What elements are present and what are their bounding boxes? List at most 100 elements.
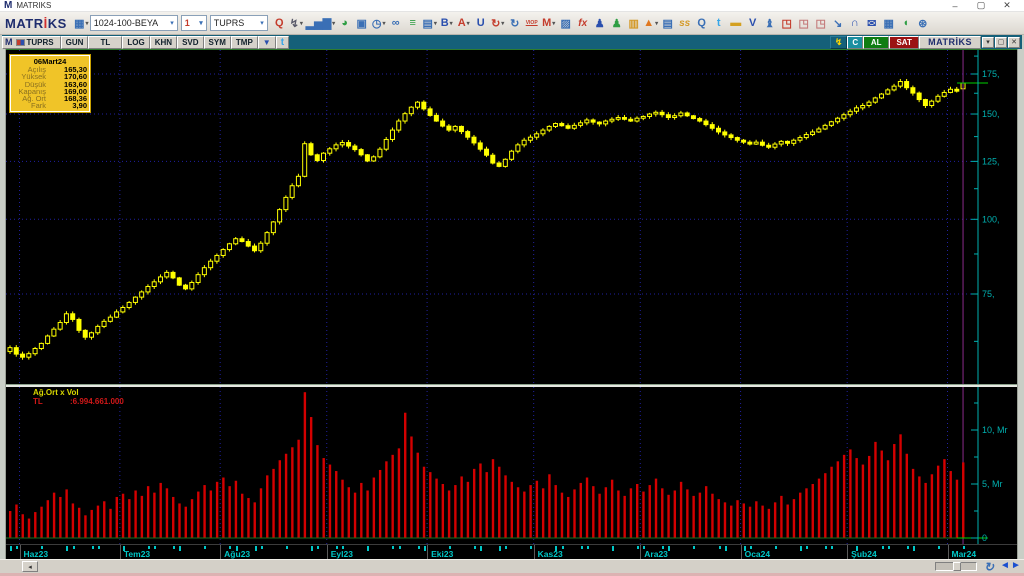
crosshair-icon[interactable]: ↯ ▾ <box>289 17 303 30</box>
day-tick <box>881 546 884 549</box>
volume-chart[interactable]: 10, Mr 5, Mr 0 <box>6 387 1017 544</box>
dropdown-caret-icon[interactable]: ▾ <box>433 20 437 27</box>
chart-mode-button-khn[interactable]: KHN <box>149 35 178 49</box>
dropdown-caret-icon[interactable]: ▾ <box>501 20 505 27</box>
users-icon[interactable]: ♟ <box>611 17 622 30</box>
chart-mode-button-gun[interactable]: GUN <box>60 35 89 49</box>
chart-close-icon[interactable]: ✕ <box>1008 36 1020 48</box>
zoom-icon[interactable]: Q <box>275 17 284 29</box>
quick-trade-lightning-icon[interactable]: ↯ <box>829 35 848 49</box>
nav-right-icon[interactable]: ► <box>1011 560 1021 571</box>
refresh-icon[interactable]: ↻ ▾ <box>491 17 505 30</box>
matriks-m-icon[interactable]: M ▾ <box>542 17 556 29</box>
resize-icon[interactable]: ↘ <box>833 17 843 30</box>
chart-mode-button-log[interactable]: LOG <box>122 35 150 49</box>
dropdown-caret-icon[interactable]: ▾ <box>382 20 386 27</box>
save-icon[interactable]: ▦ ▾ <box>74 17 89 30</box>
gears-icon[interactable]: ⊛ <box>918 17 928 30</box>
bold-b-icon[interactable]: B ▾ <box>440 17 453 29</box>
chart-mode-button-sym[interactable]: SYM <box>203 35 231 49</box>
dropdown-caret-icon[interactable]: ▾ <box>85 20 89 27</box>
v-icon[interactable]: V <box>749 17 757 29</box>
sell-button[interactable]: SAT <box>889 35 920 49</box>
svg-text:100,: 100, <box>982 214 1000 224</box>
price-pane[interactable]: 175, 150, 125, 100, 75, 06Mart24 Açılış 165,3… <box>6 49 1017 385</box>
dropdown-caret-icon[interactable]: ▾ <box>299 20 303 27</box>
time-axis[interactable]: Haz23 Tem23 Ağu23 Eyl23 Eki23 Kas23 Ara23 Oca24… <box>6 544 1017 559</box>
maximize-icon[interactable]: ▢ <box>976 0 986 10</box>
refresh-alt-icon[interactable]: ↻ <box>510 17 520 30</box>
clock-icon[interactable]: ◷ ▾ <box>371 17 386 30</box>
chart-rollup-icon[interactable]: ▾ <box>982 36 994 48</box>
chart-m-icon: M <box>5 37 13 47</box>
scrollbar-thumb[interactable] <box>953 562 961 571</box>
day-tick <box>662 546 665 549</box>
chart-symbol-button[interactable]: M TUPRS <box>2 35 61 49</box>
candlestick-chart[interactable]: 175, 150, 125, 100, 75, <box>6 50 1017 385</box>
pane-separator[interactable] <box>6 384 1017 387</box>
close-icon[interactable]: ✕ <box>1003 0 1011 10</box>
dropdown-caret-icon[interactable]: ▾ <box>655 20 659 27</box>
month-label: Oca24 <box>744 549 771 559</box>
chart-maximize-icon[interactable]: ▢ <box>995 36 1007 48</box>
day-tick <box>417 546 420 549</box>
underline-u-icon[interactable]: U <box>476 17 485 29</box>
upload-icon[interactable]: ▲ ▾ <box>643 17 659 29</box>
mail-icon[interactable]: ✉ <box>867 17 877 30</box>
twitter-icon[interactable]: t <box>716 17 721 29</box>
main-toolbar: MATRİKS ▦ ▾ 1024-100-BEYA ▾ 1 ▾ TUPRS ▾ Q ↯ ▾ ▂▅▇… <box>0 12 1024 35</box>
day-tick <box>254 546 257 551</box>
month-separator <box>533 545 535 559</box>
window-icon[interactable]: ◳ <box>798 17 809 30</box>
search-icon[interactable]: Q <box>697 17 706 29</box>
screen-icon[interactable]: ▣ <box>356 17 367 30</box>
window-alt-icon[interactable]: ◳ <box>815 17 826 30</box>
chart-mode-button-svd[interactable]: SVD <box>177 35 204 49</box>
fx-icon[interactable]: fx <box>578 17 588 29</box>
dropdown-caret-icon[interactable]: ▾ <box>552 20 556 27</box>
bell-icon[interactable]: ∩ <box>850 17 859 29</box>
info-row: Açılış 165,30 <box>27 65 87 74</box>
dropdown-caret-icon[interactable]: ▾ <box>449 20 453 27</box>
mini-chart-icon[interactable]: ▨ <box>560 17 571 30</box>
day-tick <box>505 546 508 549</box>
window-bottom-edge <box>0 573 1024 576</box>
chart-mode-button-tmp[interactable]: TMP <box>230 35 258 49</box>
dropdown-caret-icon[interactable]: ▾ <box>466 20 470 27</box>
notes-icon[interactable]: ▬ <box>730 17 742 29</box>
exchange-icon[interactable]: ss <box>679 17 691 29</box>
depth-icon[interactable]: ≡ <box>409 17 416 29</box>
chart-type-icon[interactable]: ▂▅▇ ▾ <box>305 17 336 30</box>
symbol-combo[interactable]: TUPRS ▾ <box>209 15 268 31</box>
chart-mode-button-tl[interactable]: TL <box>88 35 123 49</box>
ledger-icon[interactable]: ▤ ▾ <box>422 17 437 30</box>
volume-pane[interactable]: 10, Mr 5, Mr 0 Ağ.Ort x Vol TL :6.994.661.… <box>6 387 1017 544</box>
viop-icon[interactable]: VIOP <box>525 20 538 26</box>
handshake-icon[interactable]: ∞ <box>391 17 400 29</box>
user-icon[interactable]: ♟ <box>594 17 605 30</box>
pie-chart-icon[interactable]: ◕ <box>341 17 349 29</box>
minimize-icon[interactable]: – <box>952 0 958 11</box>
workspace-combo[interactable]: 1024-100-BEYA ▾ <box>89 15 178 31</box>
calculator-icon[interactable]: ▦ <box>883 17 894 30</box>
chat-icon[interactable]: ◖ <box>902 17 910 29</box>
c-badge-icon[interactable]: C <box>847 35 864 49</box>
period-combo[interactable]: 1 ▾ <box>180 15 207 31</box>
chart-dropdown-button[interactable]: ▼ <box>257 35 276 49</box>
volume-indicator-title: Ağ.Ort x Vol <box>33 388 79 397</box>
copy-icon[interactable]: ▤ <box>662 17 673 30</box>
scroll-left-button[interactable]: ◂ <box>22 561 38 572</box>
signal-icon[interactable]: ▥ <box>628 17 639 30</box>
window-chart-icon[interactable]: ◳ <box>781 17 792 30</box>
window-frame-left <box>0 49 6 559</box>
font-a-icon[interactable]: A ▾ <box>457 17 470 29</box>
day-tick <box>743 546 746 551</box>
day-tick <box>473 546 476 549</box>
nav-left-icon[interactable]: ◄ <box>1000 560 1010 571</box>
chart-twitter-icon[interactable]: t <box>275 35 290 49</box>
day-tick <box>317 546 320 549</box>
dropdown-caret-icon[interactable]: ▾ <box>332 20 336 27</box>
buy-button[interactable]: AL <box>863 35 890 49</box>
person-chart-icon[interactable]: ♝ <box>764 17 775 30</box>
day-tick <box>555 546 558 551</box>
